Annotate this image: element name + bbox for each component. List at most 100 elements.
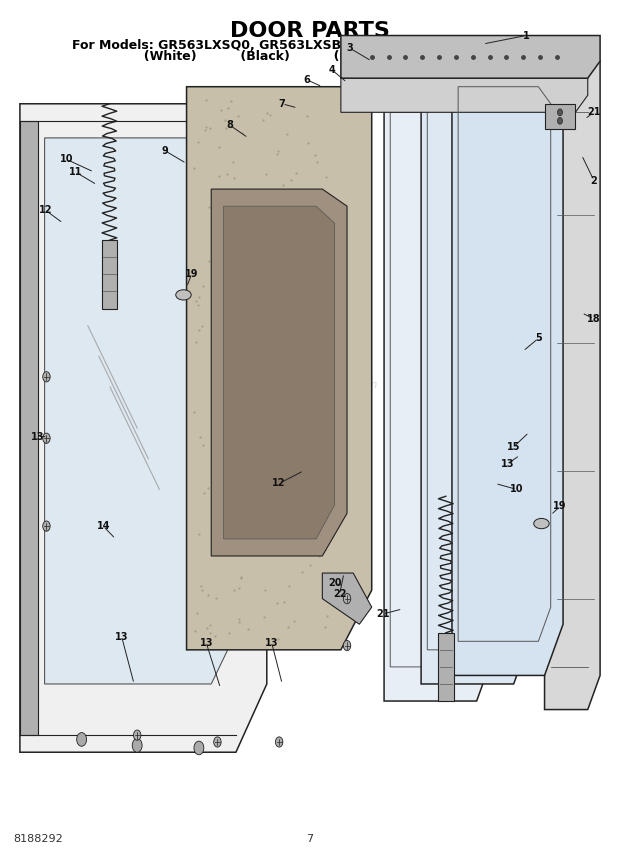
Point	[278, 178, 288, 192]
Point	[260, 499, 270, 513]
Point	[231, 481, 241, 495]
Circle shape	[133, 730, 141, 740]
Point	[240, 434, 250, 448]
Polygon shape	[224, 206, 335, 539]
Point	[239, 352, 249, 366]
Point	[204, 254, 214, 268]
Point	[298, 223, 308, 236]
Point	[288, 355, 298, 369]
Text: 22: 22	[333, 590, 347, 599]
Point	[302, 251, 312, 265]
Point	[224, 626, 234, 639]
Point	[239, 376, 249, 389]
Text: (White)          (Black)          (Biscuit)  (Black Stainless): (White) (Black) (Biscuit) (Black Stainle…	[100, 51, 520, 63]
Point	[223, 102, 233, 116]
Text: For Models: GR563LXSQ0, GR563LXSB0, GR563LXST0, GR563LXSS0: For Models: GR563LXSQ0, GR563LXSB0, GR56…	[72, 39, 548, 52]
Point	[306, 558, 316, 572]
Point	[298, 425, 308, 438]
Point	[264, 498, 274, 512]
Point	[241, 284, 251, 298]
Circle shape	[77, 733, 87, 746]
Text: 20: 20	[328, 579, 342, 588]
Point	[263, 224, 273, 238]
Point	[192, 294, 202, 308]
Point	[232, 401, 242, 414]
Point	[291, 166, 301, 180]
Point	[252, 490, 262, 503]
Point	[235, 430, 245, 443]
Point	[257, 545, 267, 559]
Point	[299, 502, 309, 515]
Point	[264, 336, 274, 350]
Point	[240, 423, 250, 437]
Circle shape	[557, 109, 562, 116]
Text: 14: 14	[97, 521, 110, 531]
Point	[298, 193, 308, 206]
Point	[259, 540, 268, 554]
Point	[215, 140, 224, 154]
Text: 19: 19	[185, 270, 198, 279]
Circle shape	[43, 433, 50, 443]
Point	[296, 185, 306, 199]
Point	[321, 190, 330, 204]
Point	[306, 278, 316, 292]
Point	[311, 272, 321, 286]
Point	[210, 629, 220, 643]
Point	[259, 609, 269, 623]
Text: 9: 9	[162, 146, 168, 156]
Point	[220, 113, 230, 127]
Point	[288, 250, 298, 264]
Text: 5: 5	[535, 333, 542, 343]
Text: 12: 12	[39, 205, 53, 216]
Point	[202, 621, 211, 635]
Polygon shape	[211, 189, 347, 556]
Point	[228, 417, 238, 431]
Point	[201, 121, 211, 134]
Point	[194, 324, 204, 337]
Point	[232, 339, 242, 353]
Text: 21: 21	[376, 609, 389, 619]
Ellipse shape	[534, 519, 549, 529]
Point	[234, 612, 244, 626]
Ellipse shape	[175, 290, 191, 300]
Point	[221, 121, 231, 134]
Point	[236, 570, 246, 584]
Text: DOOR PARTS: DOOR PARTS	[230, 21, 390, 41]
Point	[231, 457, 241, 471]
Point	[211, 591, 221, 605]
Point	[267, 538, 277, 551]
Point	[273, 632, 283, 645]
Circle shape	[275, 737, 283, 747]
Polygon shape	[187, 86, 372, 650]
Text: 13: 13	[265, 638, 278, 648]
Point	[228, 155, 237, 169]
Point	[228, 293, 237, 306]
Point	[320, 621, 330, 634]
Point	[198, 280, 208, 294]
Point	[274, 288, 284, 301]
Point	[302, 411, 312, 425]
Point	[229, 170, 239, 184]
Point	[326, 581, 335, 595]
Point	[200, 123, 210, 137]
Point	[229, 395, 239, 408]
Point	[311, 254, 321, 268]
Point	[195, 430, 205, 443]
Point	[288, 547, 298, 561]
Circle shape	[132, 739, 142, 752]
Text: 13: 13	[115, 632, 128, 642]
Point	[198, 486, 208, 500]
Text: 13: 13	[30, 431, 44, 442]
Polygon shape	[384, 86, 495, 701]
Point	[191, 335, 201, 348]
Bar	[438, 633, 454, 701]
Point	[314, 549, 324, 562]
Point	[242, 621, 252, 635]
Point	[315, 409, 325, 423]
Point	[262, 167, 272, 181]
Point	[291, 380, 301, 394]
Point	[247, 440, 257, 454]
Point	[234, 615, 244, 628]
Point	[297, 565, 307, 579]
Point	[328, 474, 338, 488]
